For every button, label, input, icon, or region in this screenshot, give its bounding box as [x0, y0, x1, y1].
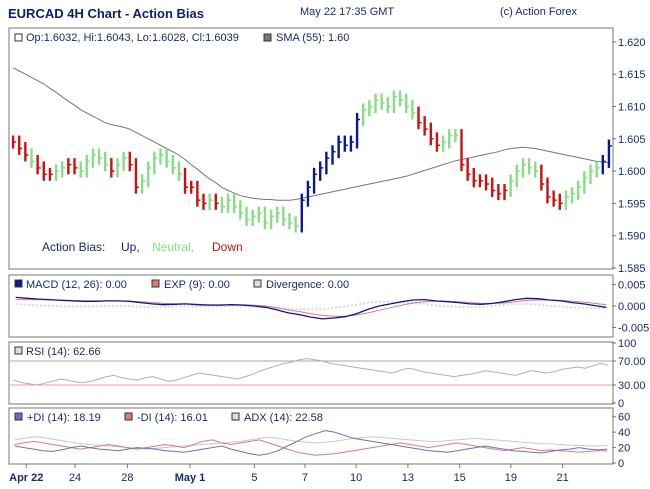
tick-label: 20 [618, 443, 630, 455]
bias-legend-label: Action Bias: [42, 240, 105, 254]
tick-label: 1.615 [618, 69, 646, 81]
rsi-panel [8, 341, 614, 405]
dmi-series [14, 430, 608, 456]
x-tick-label: May 1 [175, 472, 206, 484]
tick-label: 1.620 [618, 37, 646, 49]
sma-legend-swatch [263, 33, 272, 42]
tick-label: 1.590 [618, 231, 646, 243]
x-tick-label: Apr 22 [9, 472, 43, 484]
x-tick-label: 24 [69, 472, 81, 484]
div-legend-swatch [253, 279, 262, 288]
minus-di-legend-swatch [124, 412, 133, 421]
rsi-legend: RSI (14): 62.66 [26, 346, 101, 358]
minus-di-legend: -DI (14): 16.01 [137, 412, 208, 424]
macd-series [15, 296, 607, 320]
tick-label: 0 [618, 398, 624, 410]
tick-label: 0.005 [618, 280, 646, 292]
rsi-line [13, 358, 609, 386]
rsi-series [10, 358, 612, 386]
tick-label: 1.605 [618, 134, 646, 146]
tick-label: 30.00 [618, 380, 646, 392]
x-tick-label: 7 [302, 472, 308, 484]
axis-ticks: 1.620 1.615 1.610 1.605 1.600 1.595 1.590 1.585… [612, 37, 649, 470]
tick-label: 100 [618, 338, 636, 350]
macd-legend-swatch [14, 279, 23, 288]
bias-legend-up: Up, [121, 240, 140, 254]
macd-line [15, 296, 607, 320]
rsi-legend-swatch [14, 346, 23, 355]
plus-di-line [14, 430, 608, 456]
adx-legend: ADX (14): 22.58 [244, 412, 323, 424]
plus-di-legend-swatch [14, 412, 23, 421]
tick-label: 1.585 [618, 263, 646, 275]
tick-label: 0.000 [618, 301, 646, 313]
bias-legend-neutral: Neutral, [152, 240, 194, 254]
tick-label: 1.600 [618, 166, 646, 178]
chart-title: EURCAD 4H Chart - Action Bias [8, 6, 204, 21]
sma-line [12, 67, 609, 201]
ohlc-legend: Op:1.6032, Hi:1.6043, Lo:1.6028, Cl:1.60… [26, 32, 239, 44]
price-series [11, 67, 612, 233]
div-legend: Divergence: 0.00 [266, 279, 349, 291]
x-tick-label: 28 [121, 472, 133, 484]
sma-legend: SMA (55): 1.60 [276, 32, 349, 44]
x-tick-label: 10 [350, 472, 362, 484]
adx-line [14, 436, 608, 450]
tick-label: 1.595 [618, 198, 646, 210]
x-tick-label: 15 [454, 472, 466, 484]
plus-di-legend: +DI (14): 18.19 [27, 412, 101, 424]
divergence-line [15, 300, 607, 311]
tick-label: 0 [618, 458, 624, 470]
tick-label: 70.00 [618, 356, 646, 368]
x-tick-label: 13 [402, 472, 414, 484]
macd-legend: MACD (12, 26): 0.00 [26, 279, 127, 291]
bias-legend-down: Down [212, 240, 243, 254]
adx-legend-swatch [231, 412, 240, 421]
macd-panel [8, 274, 614, 338]
x-tick-label: 19 [505, 472, 517, 484]
tick-label: 40 [618, 427, 630, 439]
exp-legend-swatch [151, 279, 160, 288]
copyright: (c) Action Forex [500, 6, 578, 18]
exp-legend: EXP (9): 0.00 [164, 279, 230, 291]
x-tick-label: 21 [557, 472, 569, 484]
tick-label: 60 [618, 412, 630, 424]
timestamp: May 22 17:35 GMT [300, 6, 395, 18]
tick-label: 1.610 [618, 102, 646, 114]
x-axis: Apr 22 24 28 May 1 5 7 10 13 15 19 21 [9, 464, 569, 484]
tick-label: -0.005 [618, 322, 649, 334]
ohlc-legend-swatch [14, 33, 23, 42]
x-tick-label: 5 [251, 472, 257, 484]
